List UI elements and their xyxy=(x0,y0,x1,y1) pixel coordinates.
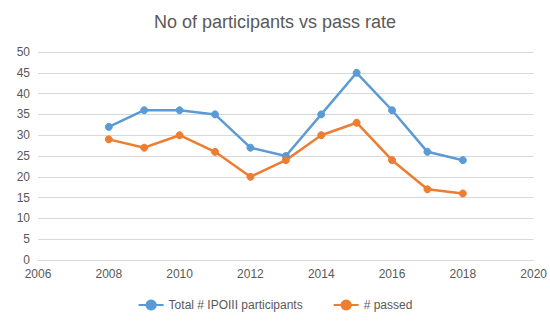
svg-text:10: 10 xyxy=(17,211,31,225)
svg-text:2020: 2020 xyxy=(520,267,547,281)
svg-text:50: 50 xyxy=(17,45,31,59)
svg-text:2012: 2012 xyxy=(237,267,264,281)
svg-text:25: 25 xyxy=(17,149,31,163)
svg-text:2016: 2016 xyxy=(379,267,406,281)
svg-text:2018: 2018 xyxy=(449,267,476,281)
svg-text:5: 5 xyxy=(23,232,30,246)
svg-text:35: 35 xyxy=(17,107,31,121)
svg-text:15: 15 xyxy=(17,191,31,205)
svg-text:# passed: # passed xyxy=(364,298,413,312)
svg-text:2010: 2010 xyxy=(166,267,193,281)
svg-text:2014: 2014 xyxy=(308,267,335,281)
svg-text:Total # IPOIII participants: Total # IPOIII participants xyxy=(169,298,303,312)
svg-text:2006: 2006 xyxy=(25,267,52,281)
svg-text:30: 30 xyxy=(17,128,31,142)
svg-text:40: 40 xyxy=(17,87,31,101)
svg-text:0: 0 xyxy=(23,253,30,267)
svg-text:20: 20 xyxy=(17,170,31,184)
svg-text:No of participants vs pass rat: No of participants vs pass rate xyxy=(154,12,396,32)
svg-text:2008: 2008 xyxy=(95,267,122,281)
svg-text:45: 45 xyxy=(17,66,31,80)
